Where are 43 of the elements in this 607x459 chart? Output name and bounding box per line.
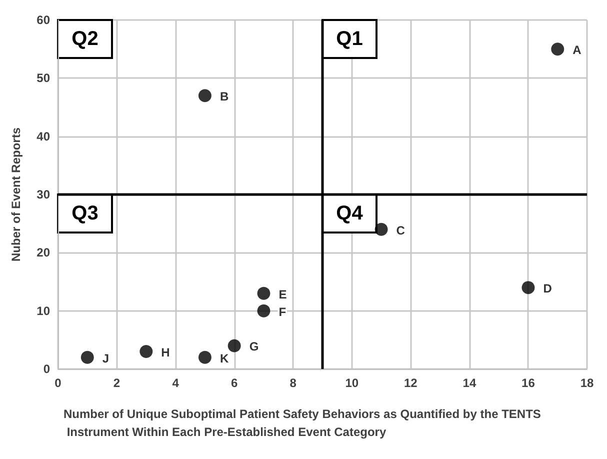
point: [228, 339, 241, 352]
point: [140, 345, 153, 358]
x-tick-label: 14: [462, 376, 476, 390]
annotation: J: [102, 351, 110, 366]
y-tick-label: 20: [36, 246, 50, 260]
x-tick-label: 10: [345, 376, 359, 390]
annotation: H: [161, 346, 170, 360]
x-tick-label: 12: [404, 376, 418, 390]
x-tick-label: 4: [172, 376, 180, 390]
annotation: Q2: [72, 28, 98, 50]
annotation: G: [249, 340, 259, 354]
annotation: Q1: [336, 28, 363, 50]
y-tick-label: 50: [36, 71, 50, 86]
y-tick-label: 30: [36, 188, 50, 202]
point: [374, 222, 388, 236]
y-axis-title: Nuber of Event Reports: [9, 127, 23, 262]
y-tick-label: 60: [36, 13, 50, 27]
annotation: A: [572, 43, 582, 58]
x-tick-label: 2: [113, 376, 120, 390]
annotation: K: [220, 351, 229, 366]
x-tick-label: 6: [230, 376, 238, 390]
point: [80, 350, 94, 364]
annotation: C: [396, 223, 406, 238]
annotation: E: [278, 287, 287, 302]
point: [198, 350, 212, 364]
point: [257, 304, 270, 318]
x-tick-label: 18: [580, 376, 594, 390]
x-axis-title: Number of Unique Suboptimal Patient Safety Behaviors as Quantified by the TENTS Instrument Within Each Pre-Established Event Category: [64, 407, 541, 439]
point: [522, 281, 535, 294]
point: [198, 89, 212, 102]
y-tick-label: 0: [43, 362, 50, 376]
x-tick-label: 8: [290, 376, 297, 390]
y-tick-label: 10: [36, 304, 50, 318]
x-tick-label: 0: [54, 376, 62, 390]
point: [257, 286, 270, 300]
annotation: B: [220, 90, 229, 104]
point: [551, 42, 564, 56]
annotation: Q3: [72, 202, 98, 224]
annotation: F: [278, 304, 286, 319]
x-tick-label: 16: [522, 376, 536, 390]
annotation: D: [543, 282, 552, 296]
annotation: Q4: [336, 202, 364, 224]
y-tick-label: 40: [36, 129, 50, 144]
